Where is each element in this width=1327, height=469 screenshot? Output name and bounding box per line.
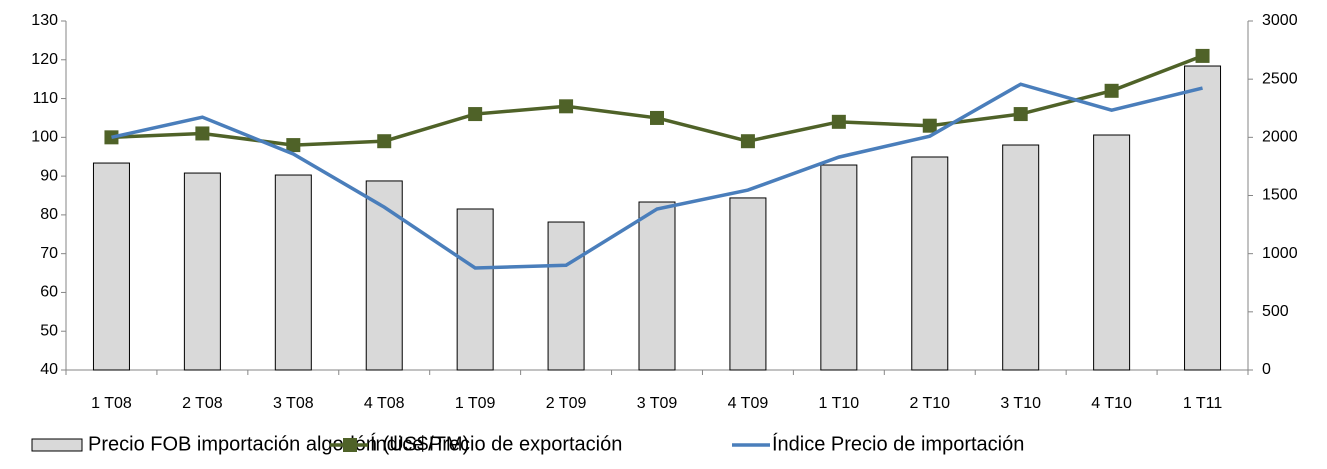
y2-tick-label: 1000 [1262,245,1298,262]
x-tick-label: 3 T10 [1000,395,1041,412]
y-tick-label: 110 [32,90,58,107]
x-tick-label: 1 T08 [91,395,132,412]
bar [1003,145,1039,370]
bar [184,173,220,370]
marker [1196,49,1210,63]
marker [832,115,846,129]
y2-tick-label: 2500 [1262,70,1298,87]
marker [468,107,482,121]
bar [1185,66,1221,370]
bar [1094,135,1130,370]
legend-swatch [32,439,82,451]
y2-tick-label: 1500 [1262,187,1298,204]
y-tick-label: 100 [31,129,58,146]
bar [366,181,402,370]
y2-tick-label: 0 [1262,361,1271,378]
bar [275,175,311,370]
bar [730,198,766,370]
x-tick-label: 4 T10 [1091,395,1132,412]
y2-tick-label: 2000 [1262,129,1298,146]
marker [195,126,209,140]
x-tick-label: 2 T08 [182,395,223,412]
x-tick-label: 1 T10 [819,395,860,412]
y-tick-label: 40 [40,361,58,378]
marker [650,111,664,125]
y-tick-label: 50 [40,322,58,339]
y-tick-label: 120 [31,51,58,68]
marker [559,99,573,113]
x-tick-label: 4 T08 [364,395,405,412]
marker [1105,84,1119,98]
line [111,56,1202,145]
y-tick-label: 80 [40,206,58,223]
bar [93,163,129,370]
legend-marker [343,438,357,452]
marker [286,138,300,152]
bar [639,202,675,370]
y-tick-label: 130 [31,12,58,29]
bar [548,222,584,370]
chart: 40 50 60 70 80 90 100 110 120 130 0 500 1000 1500 2000… [0,0,1327,464]
marker [923,119,937,133]
marker [1014,107,1028,121]
bar [457,209,493,370]
marker [741,134,755,148]
x-tick-label: 2 T10 [909,395,950,412]
y-tick-label: 60 [40,284,58,301]
bar [821,165,857,370]
legend-label: Índice Precio de importación [772,432,1024,455]
x-tick-label: 2 T09 [546,395,587,412]
marker [377,134,391,148]
x-tick-label: 1 T11 [1183,395,1223,412]
y-tick-label: 70 [40,245,58,262]
y-tick-label: 90 [40,167,58,184]
y2-tick-label: 500 [1262,303,1289,320]
x-tick-label: 4 T09 [728,395,769,412]
y2-tick-label: 3000 [1262,12,1298,29]
x-tick-label: 3 T09 [637,395,678,412]
legend-label: Índice Precio de exportación [370,432,622,455]
bar [912,157,948,370]
x-tick-label: 3 T08 [273,395,314,412]
x-tick-label: 1 T09 [455,395,496,412]
